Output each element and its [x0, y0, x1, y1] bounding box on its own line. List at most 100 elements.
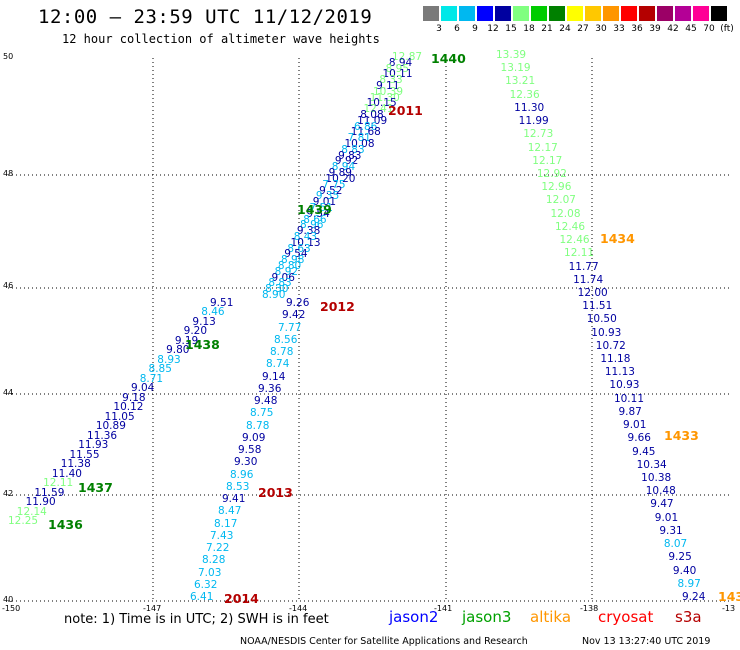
- color-legend-label: (ft): [720, 24, 734, 34]
- track-label-north: 8.83: [341, 143, 365, 156]
- color-swatch: [495, 6, 511, 21]
- track-label-north: 8.94: [388, 56, 413, 69]
- track-label-north: 7.75: [322, 178, 346, 191]
- color-swatch: [711, 6, 727, 21]
- track-label-north: 11.09: [357, 114, 388, 127]
- track-label-central: 8.78: [270, 346, 294, 358]
- track-label-west: 12.25: [8, 515, 39, 527]
- track-label-central: 8.75: [250, 407, 274, 420]
- track-label-east: 12.46: [554, 220, 586, 233]
- longitude-tick-label: -147: [143, 604, 162, 613]
- track-label-north: 8.83: [268, 277, 292, 290]
- track-label-north: 9.01: [312, 196, 337, 209]
- satellite-legend-item: jason3: [462, 608, 512, 626]
- color-legend-label: 15: [505, 24, 517, 34]
- track-label-west: 8.46: [201, 306, 225, 319]
- track-label-north: 9.11: [376, 80, 400, 93]
- track-label-east: 12.36: [509, 88, 540, 101]
- color-swatch: [477, 6, 493, 21]
- track-label-west: 9.80: [166, 344, 190, 357]
- color-legend-label: 27: [577, 24, 589, 34]
- pass-number-label: 2012: [320, 299, 355, 314]
- track-label-north: 8.94: [331, 161, 356, 174]
- track-label-east: 11.51: [582, 300, 613, 313]
- track-label-east: 11.74: [573, 273, 604, 286]
- color-legend-label: 21: [541, 24, 553, 34]
- track-label-east: 9.45: [632, 445, 656, 458]
- track-label-east: 10.38: [641, 472, 672, 485]
- track-label-east: 10.93: [609, 379, 640, 392]
- track-label-north: 7.81: [347, 132, 371, 145]
- track-label-east: 11.99: [518, 115, 549, 128]
- track-label-north: 10.13: [290, 236, 321, 249]
- track-label-central: 8.56: [274, 333, 298, 346]
- pass-number-label: 1433: [664, 428, 699, 443]
- track-label-central: 8.74: [266, 358, 290, 371]
- track-label-north: 8.98: [281, 254, 305, 267]
- footer-note: note: 1) Time is in UTC; 2) SWH is in fe…: [64, 612, 329, 627]
- track-label-north: 8.80: [277, 259, 302, 272]
- pass-number-label: 1438: [185, 337, 220, 352]
- track-label-east: 9.24: [682, 591, 706, 603]
- track-label-north: 8.30: [265, 283, 289, 296]
- pass-number-label: 143: [718, 589, 740, 604]
- color-swatch: [441, 6, 457, 21]
- track-label-east: 11.30: [514, 101, 545, 114]
- track-label-central: 7.03: [198, 566, 222, 579]
- track-label-central: 8.28: [202, 554, 226, 567]
- track-label-west: 11.55: [69, 448, 100, 461]
- track-label-east: 13.39: [496, 49, 527, 61]
- track-label-west: 8.93: [157, 353, 181, 366]
- track-label-west: 11.59: [34, 486, 65, 499]
- track-label-central: 8.47: [218, 505, 242, 518]
- pass-number-label: 1439: [297, 202, 332, 217]
- track-label-north: 6.86: [353, 120, 378, 133]
- track-label-north: 11.30: [369, 91, 400, 104]
- color-legend-label: 18: [523, 24, 535, 34]
- credit-line: NOAA/NESDIS Center for Satellite Applica…: [240, 636, 528, 647]
- track-label-north: 8.92: [274, 265, 299, 278]
- track-label-north: 9.38: [296, 225, 321, 238]
- track-label-north: 8.96: [300, 219, 324, 232]
- track-label-west: 9.13: [192, 315, 216, 328]
- track-label-central: 9.41: [222, 493, 246, 505]
- track-label-north: 9.54: [306, 207, 330, 220]
- track-label-west: 10.12: [113, 401, 144, 414]
- track-label-east: 12.73: [523, 128, 554, 141]
- color-swatch: [567, 6, 583, 21]
- track-label-east: 9.40: [672, 564, 697, 577]
- track-label-north: 8.90: [262, 289, 286, 301]
- track-label-east: 13.21: [505, 75, 536, 88]
- track-label-east: 11.18: [600, 353, 631, 366]
- color-swatch: [585, 6, 601, 21]
- pass-number-label: 1436: [48, 517, 83, 532]
- track-label-north: 10.15: [366, 97, 397, 110]
- track-label-central: 7.43: [210, 529, 234, 542]
- track-label-east: 10.72: [595, 339, 626, 352]
- track-label-central: 9.30: [234, 456, 258, 469]
- track-label-east: 10.34: [636, 458, 667, 471]
- color-swatch: [693, 6, 709, 21]
- longitude-tick-label: -138: [580, 604, 599, 613]
- track-label-east: 12.11: [564, 247, 595, 260]
- track-label-north: 12.87: [392, 51, 423, 63]
- longitude-tick-label: -144: [289, 604, 308, 613]
- color-legend-label: 33: [613, 24, 625, 34]
- latitude-tick-label: 50: [3, 52, 14, 61]
- track-label-central: 9.14: [262, 370, 286, 383]
- track-label-north: 9.06: [271, 271, 295, 284]
- track-label-north: 8.95: [385, 62, 410, 75]
- track-label-east: 12.08: [550, 207, 581, 220]
- track-label-central: 9.36: [258, 382, 282, 395]
- color-legend-label: 30: [595, 24, 607, 34]
- pass-number-label: 2014: [224, 591, 259, 606]
- track-label-central: 8.78: [246, 419, 270, 432]
- color-legend-label: 36: [631, 24, 643, 34]
- track-label-central: 7.22: [206, 542, 230, 554]
- track-label-north: 10.39: [372, 85, 404, 98]
- pass-number-label: 2011: [388, 103, 423, 118]
- track-label-north: 8.43: [293, 230, 318, 243]
- track-label-north: 9.92: [334, 155, 359, 168]
- track-label-east: 9.25: [668, 551, 692, 564]
